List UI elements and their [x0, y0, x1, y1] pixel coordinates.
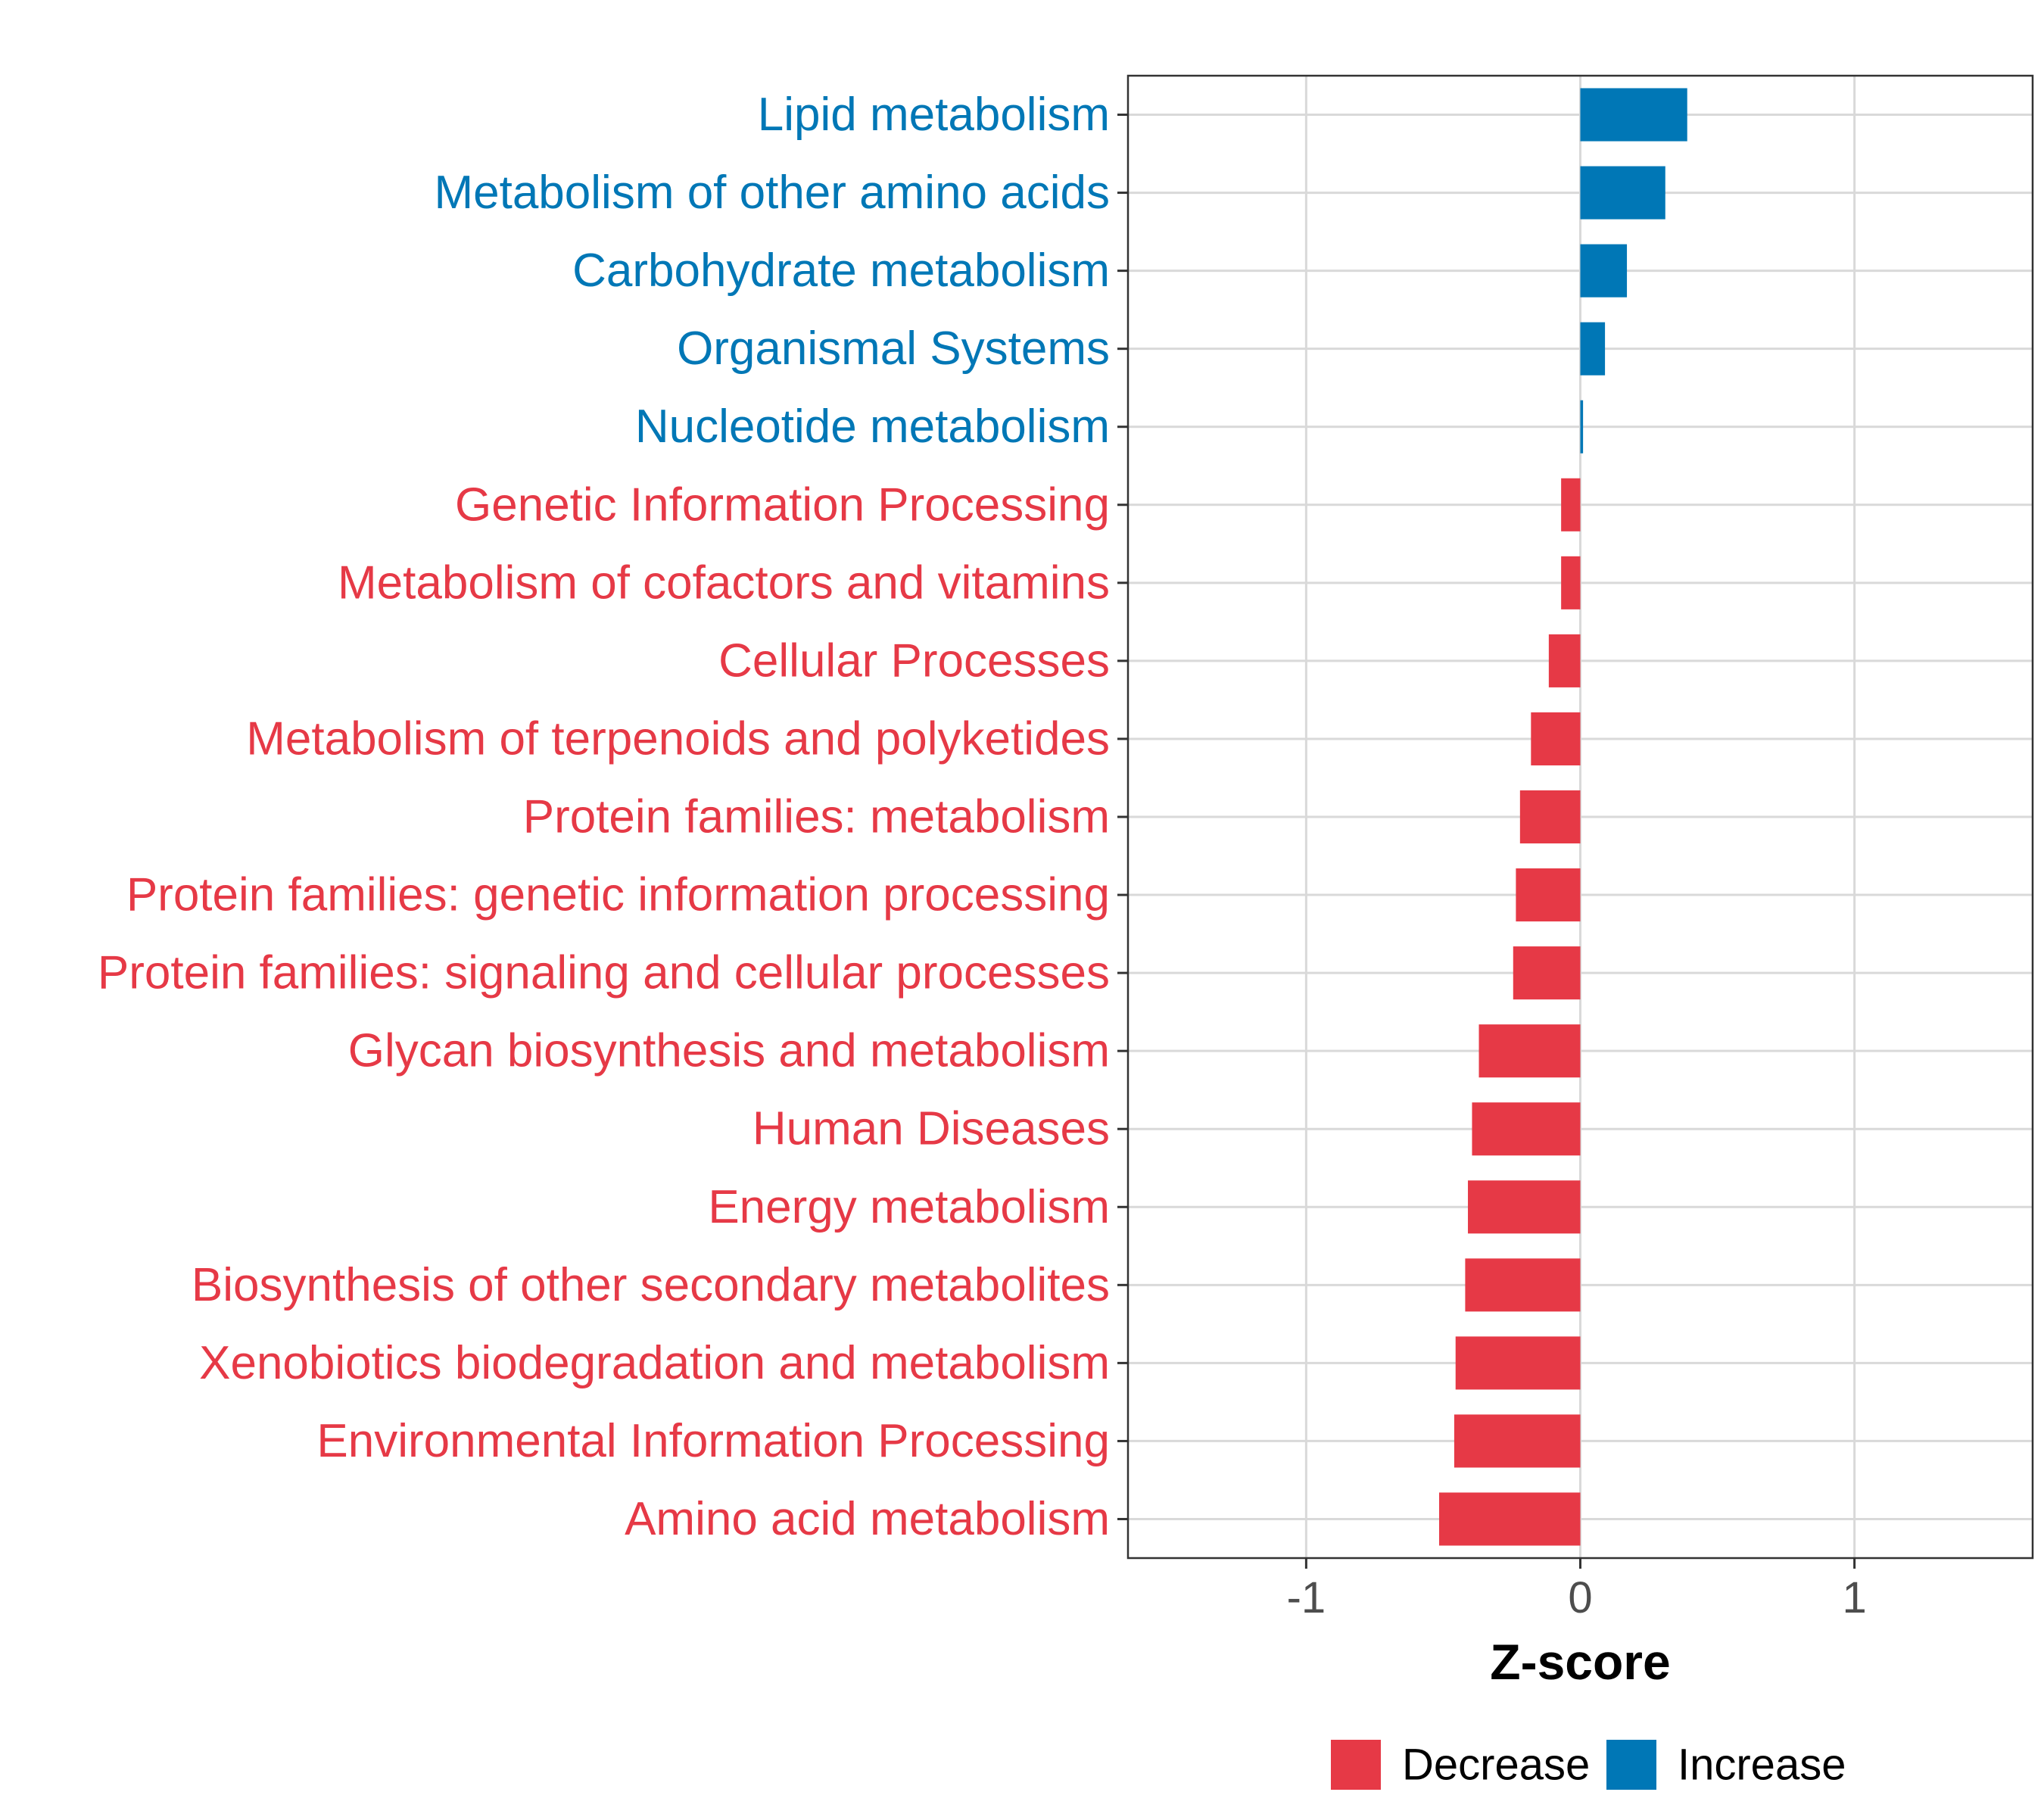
bar-protein-families-genetic-information-processing: [1516, 868, 1581, 922]
x-axis-title: Z-score: [1490, 1634, 1670, 1690]
category-label-protein-families-signaling-and-cellular-processes: Protein families: signaling and cellular…: [98, 947, 1110, 999]
bar-organismal-systems: [1580, 322, 1606, 376]
category-label-carbohydrate-metabolism: Carbohydrate metabolism: [572, 245, 1110, 297]
x-axis: -1 0 1: [1287, 1558, 1867, 1622]
category-label-protein-families-genetic-information-processing: Protein families: genetic information pr…: [126, 869, 1110, 921]
legend-label-increase: Increase: [1678, 1741, 1846, 1790]
bar-protein-families-metabolism: [1519, 790, 1581, 844]
category-label-metabolism-of-cofactors-and-vitamins: Metabolism of cofactors and vitamins: [338, 556, 1110, 609]
category-label-environmental-information-processing: Environmental Information Processing: [316, 1415, 1110, 1467]
bar-glycan-biosynthesis-and-metabolism: [1478, 1024, 1581, 1078]
legend-swatch-increase: [1606, 1740, 1656, 1790]
legend-label-decrease: Decrease: [1402, 1741, 1590, 1790]
bar-amino-acid-metabolism: [1439, 1492, 1581, 1546]
category-label-human-diseases: Human Diseases: [752, 1103, 1110, 1155]
bar-lipid-metabolism: [1580, 88, 1687, 142]
bar-energy-metabolism: [1468, 1180, 1581, 1234]
bar-protein-families-signaling-and-cellular-processes: [1513, 946, 1581, 1000]
bar-layer: [1439, 88, 1687, 1546]
category-label-biosynthesis-of-other-secondary-metabolites: Biosynthesis of other secondary metaboli…: [192, 1259, 1110, 1311]
bar-xenobiotics-biodegradation-and-metabolism: [1455, 1336, 1581, 1390]
bar-metabolism-of-other-amino-acids: [1580, 166, 1665, 220]
bar-nucleotide-metabolism: [1580, 400, 1584, 453]
x-tick-label: 0: [1568, 1573, 1592, 1622]
x-tick-label: -1: [1287, 1573, 1326, 1622]
bar-environmental-information-processing: [1454, 1414, 1581, 1468]
category-label-lipid-metabolism: Lipid metabolism: [758, 89, 1110, 141]
category-label-metabolism-of-other-amino-acids: Metabolism of other amino acids: [434, 167, 1110, 219]
bar-carbohydrate-metabolism: [1580, 244, 1628, 298]
category-label-xenobiotics-biodegradation-and-metabolism: Xenobiotics biodegradation and metabolis…: [199, 1337, 1110, 1389]
category-label-genetic-information-processing: Genetic Information Processing: [455, 478, 1110, 531]
category-label-amino-acid-metabolism: Amino acid metabolism: [625, 1493, 1110, 1545]
bar-genetic-information-processing: [1561, 478, 1581, 531]
bar-metabolism-of-cofactors-and-vitamins: [1561, 556, 1581, 609]
legend: Decrease Increase: [1331, 1740, 1846, 1790]
category-label-cellular-processes: Cellular Processes: [718, 634, 1110, 687]
category-label-glycan-biosynthesis-and-metabolism: Glycan biosynthesis and metabolism: [348, 1025, 1110, 1077]
x-tick-label: 1: [1842, 1573, 1866, 1622]
category-label-nucleotide-metabolism: Nucleotide metabolism: [635, 400, 1110, 453]
bar-biosynthesis-of-other-secondary-metabolites: [1465, 1258, 1581, 1312]
bar-human-diseases: [1472, 1102, 1581, 1156]
category-label-energy-metabolism: Energy metabolism: [708, 1181, 1110, 1233]
y-axis: Lipid metabolism Metabolism of other amin…: [98, 89, 1128, 1545]
legend-swatch-decrease: [1331, 1740, 1381, 1790]
category-label-protein-families-metabolism: Protein families: metabolism: [523, 791, 1110, 843]
category-label-organismal-systems: Organismal Systems: [677, 323, 1110, 375]
bar-cellular-processes: [1548, 634, 1581, 687]
category-label-metabolism-of-terpenoids-and-polyketides: Metabolism of terpenoids and polyketides: [246, 712, 1110, 765]
bar-metabolism-of-terpenoids-and-polyketides: [1531, 712, 1581, 765]
